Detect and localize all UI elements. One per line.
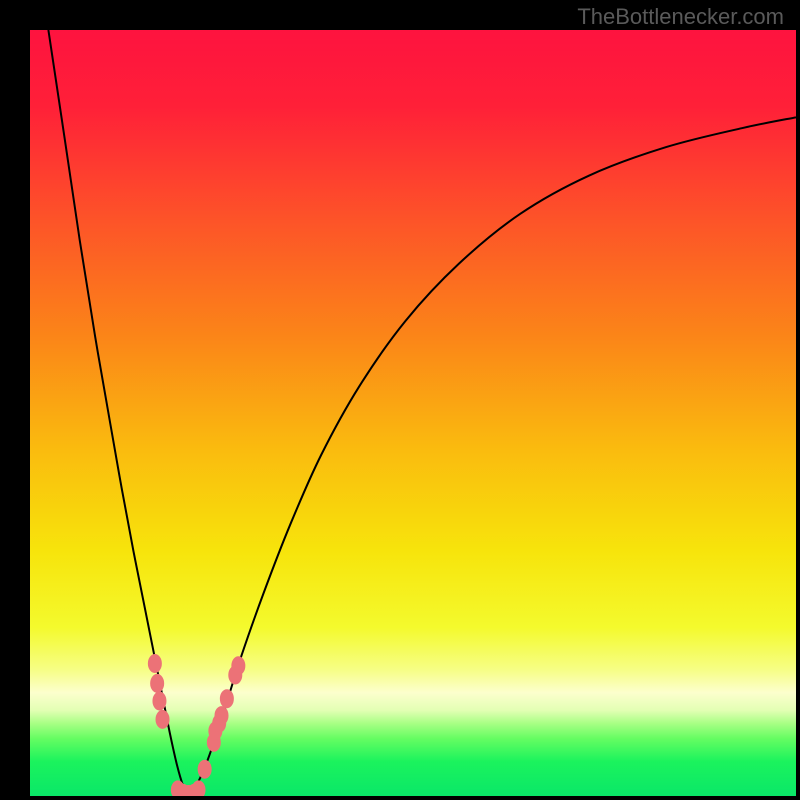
- plot-background: [30, 30, 796, 796]
- sample-marker: [153, 692, 166, 710]
- sample-marker: [198, 760, 211, 778]
- bottleneck-chart-svg: TheBottlenecker.com: [0, 0, 800, 800]
- sample-marker: [220, 690, 233, 708]
- border-band-left: [0, 0, 30, 800]
- sample-marker: [215, 707, 228, 725]
- sample-marker: [232, 657, 245, 675]
- sample-marker: [156, 710, 169, 728]
- sample-marker: [151, 674, 164, 692]
- chart-container: TheBottlenecker.com: [0, 0, 800, 800]
- watermark-text: TheBottlenecker.com: [577, 4, 784, 29]
- sample-marker: [148, 654, 161, 672]
